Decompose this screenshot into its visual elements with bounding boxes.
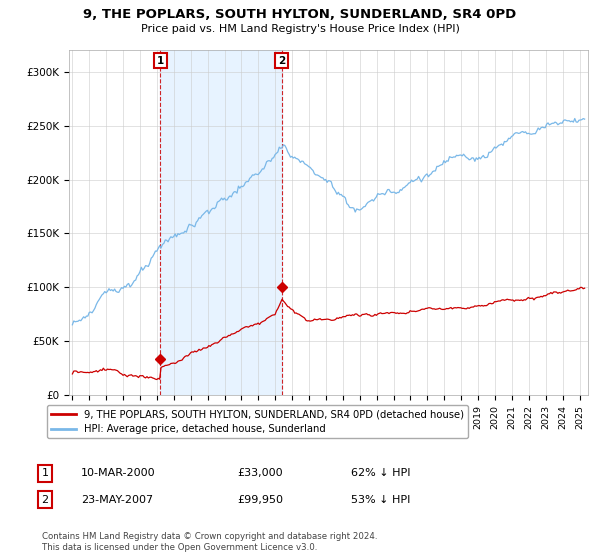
Text: Price paid vs. HM Land Registry's House Price Index (HPI): Price paid vs. HM Land Registry's House … — [140, 24, 460, 34]
Text: 2: 2 — [41, 494, 49, 505]
Text: 9, THE POPLARS, SOUTH HYLTON, SUNDERLAND, SR4 0PD: 9, THE POPLARS, SOUTH HYLTON, SUNDERLAND… — [83, 8, 517, 21]
Bar — [160, 50, 282, 395]
Text: 1: 1 — [157, 55, 164, 66]
Text: 10-MAR-2000: 10-MAR-2000 — [81, 468, 155, 478]
Text: 2: 2 — [278, 55, 286, 66]
Text: £33,000: £33,000 — [237, 468, 283, 478]
Text: 53% ↓ HPI: 53% ↓ HPI — [351, 494, 410, 505]
Text: 23-MAY-2007: 23-MAY-2007 — [81, 494, 153, 505]
Text: Contains HM Land Registry data © Crown copyright and database right 2024.
This d: Contains HM Land Registry data © Crown c… — [42, 532, 377, 552]
Text: 62% ↓ HPI: 62% ↓ HPI — [351, 468, 410, 478]
Legend: 9, THE POPLARS, SOUTH HYLTON, SUNDERLAND, SR4 0PD (detached house), HPI: Average: 9, THE POPLARS, SOUTH HYLTON, SUNDERLAND… — [47, 405, 468, 438]
Text: £99,950: £99,950 — [237, 494, 283, 505]
Text: 1: 1 — [41, 468, 49, 478]
